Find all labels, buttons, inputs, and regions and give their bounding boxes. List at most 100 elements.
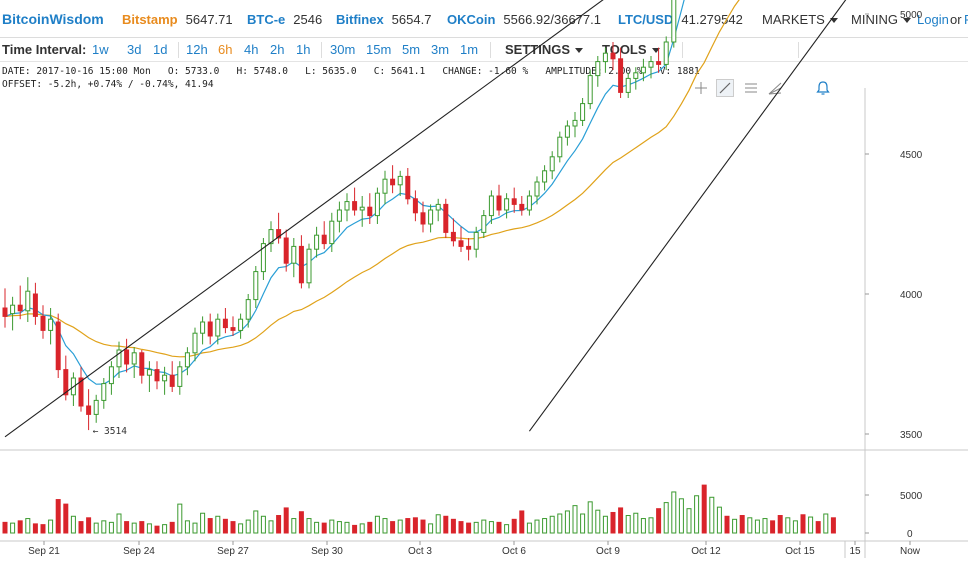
crosshair-icon[interactable] (692, 79, 710, 97)
ticker-name: Bitstamp (122, 12, 178, 27)
candle-body (625, 77, 631, 93)
candle-body (86, 405, 92, 415)
candle-body (276, 229, 282, 239)
interval-5m[interactable]: 5m (402, 42, 421, 57)
register-link[interactable]: R (964, 12, 968, 27)
ticker-name: Bitfinex (336, 12, 384, 27)
candle-body (656, 61, 662, 65)
mining-menu[interactable]: MINING (851, 12, 911, 27)
ticker-ltcusd[interactable]: LTC/USD 41.279542 (618, 12, 743, 27)
volume-bar (207, 518, 213, 534)
toolbar-divider (798, 42, 799, 58)
candle-body (435, 203, 441, 211)
volume-bar (815, 521, 821, 534)
ticker-btce[interactable]: BTC-e 2546 (247, 12, 322, 27)
ticker-value: 5647.71 (185, 12, 233, 27)
candle-body (131, 352, 137, 365)
volume-bar (200, 512, 206, 534)
ticker-okcoin[interactable]: OKCoin 5566.92/36677.1 (447, 12, 601, 27)
volume-bar (466, 522, 472, 534)
volume-bar (595, 509, 601, 534)
candle-body (192, 332, 198, 354)
interval-3d[interactable]: 3d (127, 42, 142, 57)
candle-body (268, 229, 274, 245)
candle-body (329, 220, 335, 245)
candle-body (93, 399, 99, 415)
candle-body (78, 377, 84, 407)
interval-2h[interactable]: 2h (270, 42, 285, 57)
interval-4h[interactable]: 4h (244, 42, 259, 57)
volume-bar (694, 495, 700, 534)
volume-bar (808, 516, 814, 534)
candle-body (450, 231, 456, 242)
candle-body (344, 201, 350, 211)
trendline (4, 0, 604, 438)
volume-bar (435, 514, 441, 534)
candle-body (10, 304, 16, 315)
volume-bar (93, 522, 99, 534)
markets-menu[interactable]: MARKETS (762, 12, 838, 27)
candle-body (382, 178, 388, 194)
volume-bar (222, 518, 228, 534)
login-link[interactable]: Login (917, 12, 949, 27)
time-axis-label: Sep 30 (311, 546, 343, 557)
chart-toolbar: Time Interval: 1w 3d 1d 12h 6h 4h 2h 1h … (0, 38, 968, 97)
candle-body (154, 369, 160, 382)
settings-menu[interactable]: SETTINGS (505, 42, 584, 57)
candle-body (405, 175, 411, 200)
interval-6h[interactable]: 6h (218, 42, 233, 57)
candle-body (602, 52, 608, 63)
ticker-bitfinex[interactable]: Bitfinex 5654.7 (336, 12, 431, 27)
toolbar-divider (682, 42, 683, 58)
volume-bar (238, 523, 244, 534)
candle-body (663, 41, 669, 65)
candle-body (32, 293, 38, 317)
volume-bar (625, 515, 631, 534)
alert-bell-icon[interactable] (814, 79, 832, 97)
fibonacci-icon[interactable] (742, 79, 760, 97)
volume-bar (701, 484, 707, 534)
candle-body (504, 198, 510, 211)
volume-bar (78, 521, 84, 534)
candle-body (534, 181, 540, 197)
ticker-value: 41.279542 (681, 12, 743, 27)
volume-bar (504, 524, 510, 534)
ticker-bitstamp[interactable]: Bitstamp 5647.71 (122, 12, 233, 27)
candle-body (184, 352, 190, 368)
volume-bar (390, 521, 396, 534)
candle-body (169, 374, 175, 387)
volume-bar (131, 522, 137, 534)
candle-body (390, 178, 396, 186)
candle-body (618, 58, 624, 93)
interval-30m[interactable]: 30m (330, 42, 356, 57)
price-axis-label: 4000 (900, 290, 923, 301)
volume-bar (663, 502, 669, 534)
price-axis-label: 3500 (900, 430, 923, 441)
volume-bar (443, 515, 449, 534)
fan-icon[interactable] (766, 79, 784, 97)
volume-bar (215, 515, 221, 534)
candle-body (587, 75, 593, 105)
candle-body (511, 198, 517, 205)
volume-bar (618, 507, 624, 534)
candle-body (63, 369, 69, 396)
interval-1h[interactable]: 1h (296, 42, 311, 57)
interval-1d[interactable]: 1d (153, 42, 168, 57)
candle-body (108, 366, 114, 385)
candle-body (207, 321, 213, 337)
interval-15m[interactable]: 15m (366, 42, 392, 57)
interval-1w[interactable]: 1w (92, 42, 109, 57)
interval-12h[interactable]: 12h (186, 42, 208, 57)
price-axis-label: 5000 (900, 10, 923, 21)
volume-bar (17, 520, 23, 534)
volume-bar (762, 518, 768, 534)
interval-1m[interactable]: 1m (460, 42, 479, 57)
volume-bar (169, 521, 175, 534)
volume-bar (329, 519, 335, 534)
volume-bar (146, 523, 152, 534)
line-draw-icon[interactable] (716, 79, 734, 97)
logo[interactable]: BitcoinWisdom (2, 11, 104, 27)
volume-bar (154, 525, 160, 534)
interval-3m[interactable]: 3m (431, 42, 450, 57)
